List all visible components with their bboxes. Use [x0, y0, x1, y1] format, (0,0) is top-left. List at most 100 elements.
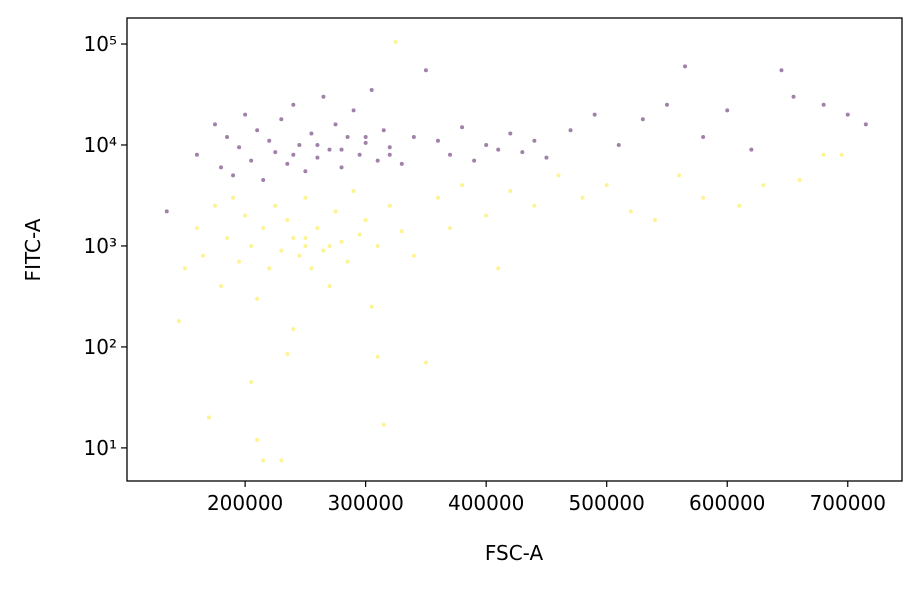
point	[399, 229, 404, 234]
point	[176, 319, 181, 324]
point	[194, 152, 199, 157]
point	[821, 102, 826, 107]
point	[273, 203, 278, 208]
point	[496, 147, 501, 152]
point	[164, 209, 169, 214]
point	[345, 259, 350, 264]
point	[556, 173, 561, 178]
point	[357, 152, 362, 157]
x-tick-label: 200000	[207, 491, 283, 515]
x-tick-label: 600000	[689, 491, 765, 515]
point	[472, 158, 477, 163]
point	[435, 138, 440, 143]
point	[701, 134, 706, 139]
point	[393, 39, 398, 44]
point	[339, 147, 344, 152]
point	[273, 150, 278, 155]
point	[339, 239, 344, 244]
point	[725, 108, 730, 113]
point	[267, 266, 272, 271]
point	[411, 253, 416, 258]
point	[291, 327, 296, 332]
y-axis-label: FITC-A	[21, 218, 45, 281]
point	[339, 165, 344, 170]
point	[333, 209, 338, 214]
point	[303, 195, 308, 200]
point	[411, 134, 416, 139]
point	[797, 178, 802, 183]
point	[375, 354, 380, 359]
point	[508, 189, 513, 194]
point	[249, 243, 254, 248]
y-tick-label: 10³	[84, 234, 117, 258]
point	[448, 226, 453, 231]
point	[194, 226, 199, 231]
point	[321, 94, 326, 99]
point	[255, 296, 260, 301]
point	[297, 253, 302, 258]
point	[249, 158, 254, 163]
point	[448, 152, 453, 157]
point	[375, 243, 380, 248]
point	[423, 68, 428, 73]
point	[309, 131, 314, 136]
y-tick-label: 10¹	[84, 436, 117, 460]
point	[363, 134, 368, 139]
point	[460, 183, 465, 188]
point	[285, 161, 290, 166]
y-tick-label: 10⁴	[84, 133, 117, 157]
point	[616, 142, 621, 147]
point	[423, 360, 428, 365]
point	[484, 142, 489, 147]
point	[291, 102, 296, 107]
x-tick-label: 500000	[569, 491, 645, 515]
point	[303, 243, 308, 248]
point	[291, 152, 296, 157]
point	[200, 253, 205, 258]
point	[255, 437, 260, 442]
point	[321, 248, 326, 253]
point	[460, 125, 465, 130]
point	[580, 195, 585, 200]
point	[212, 122, 217, 127]
point	[345, 134, 350, 139]
point	[839, 152, 844, 157]
point	[701, 195, 706, 200]
point	[327, 284, 332, 289]
point	[285, 218, 290, 223]
point	[333, 122, 338, 127]
y-tick-label: 10⁵	[84, 32, 117, 56]
point	[791, 94, 796, 99]
point	[291, 235, 296, 240]
point	[737, 203, 742, 208]
x-tick-label: 700000	[810, 491, 886, 515]
point	[303, 169, 308, 174]
point	[225, 235, 230, 240]
x-tick-label: 400000	[448, 491, 524, 515]
point	[351, 189, 356, 194]
y-tick-label: 10²	[84, 335, 117, 359]
point	[243, 112, 248, 117]
point	[267, 138, 272, 143]
x-tick-label: 300000	[327, 491, 403, 515]
point	[279, 117, 284, 122]
point	[640, 117, 645, 122]
point	[863, 122, 868, 127]
point	[369, 304, 374, 309]
point	[604, 183, 609, 188]
point	[327, 147, 332, 152]
point	[231, 195, 236, 200]
point	[237, 259, 242, 264]
point	[381, 128, 386, 133]
point	[532, 138, 537, 143]
point	[225, 134, 230, 139]
point	[664, 102, 669, 107]
point	[231, 173, 236, 178]
point	[327, 243, 332, 248]
point	[261, 178, 266, 183]
point	[761, 183, 766, 188]
point	[363, 140, 368, 145]
point	[249, 379, 254, 384]
point	[592, 112, 597, 117]
